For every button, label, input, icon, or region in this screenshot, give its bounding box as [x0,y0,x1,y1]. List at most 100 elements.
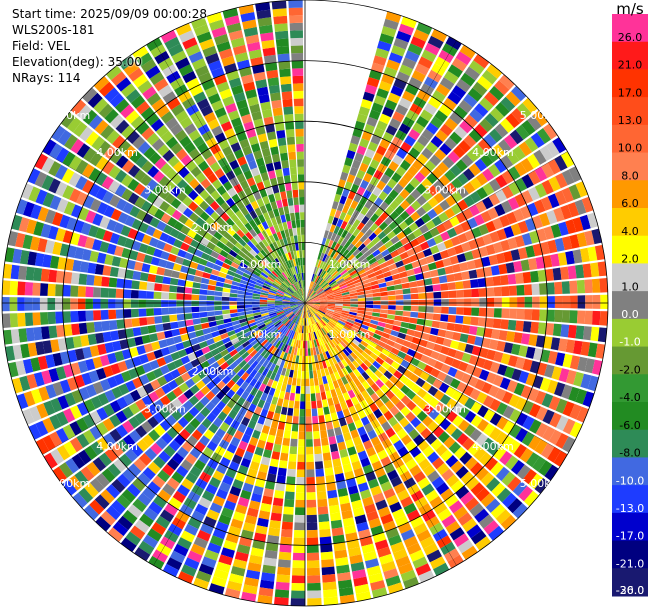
velocity-gate [95,367,107,380]
velocity-gate [76,191,88,206]
velocity-gate [326,265,333,273]
velocity-gate [230,337,240,345]
velocity-gate [554,382,566,397]
velocity-gate [261,287,270,292]
velocity-gate [250,547,264,557]
velocity-gate [275,295,283,299]
velocity-gate [502,405,515,419]
velocity-gate [474,158,488,172]
velocity-gate [366,377,375,387]
velocity-gate [299,297,305,303]
velocity-gate [580,341,591,356]
velocity-gate [114,373,125,386]
velocity-gate [474,214,485,226]
velocity-gate [253,150,263,160]
velocity-gate [229,361,239,370]
velocity-gate [317,310,325,316]
velocity-gate [555,173,568,189]
velocity-gate [388,189,399,200]
velocity-gate [354,120,366,131]
velocity-gate [263,351,271,359]
velocity-gate [278,390,286,400]
velocity-gate [290,598,305,607]
range-ring-label: 3.00km [144,403,186,416]
velocity-gate [214,305,222,311]
velocity-gate [318,329,323,338]
velocity-gate [484,113,499,128]
velocity-gate [267,300,275,303]
velocity-gate [467,87,483,102]
velocity-gate [502,420,515,434]
velocity-gate [279,315,287,321]
velocity-gate [309,370,314,379]
velocity-gate [298,189,305,198]
velocity-gate [510,460,525,475]
velocity-gate [215,340,224,348]
velocity-gate [254,478,266,488]
velocity-gate [301,310,304,318]
velocity-gate [166,97,181,110]
velocity-gate [293,545,305,553]
velocity-gate [488,128,503,143]
velocity-gate [301,288,304,296]
velocity-gate [266,534,280,544]
velocity-gate [241,433,251,444]
velocity-gate [335,557,349,567]
velocity-gate [290,259,295,268]
velocity-gate [334,310,342,314]
velocity-gate [172,422,184,434]
velocity-gate [324,255,330,263]
velocity-gate [437,161,449,174]
velocity-gate [95,227,106,240]
velocity-gate [550,337,561,351]
velocity-gate [438,103,453,117]
velocity-gate [313,284,319,291]
velocity-gate [301,318,304,326]
velocity-gate [256,181,265,191]
velocity-gate [278,288,286,293]
velocity-gate [290,212,296,221]
velocity-gate [303,287,305,296]
velocity-gate [300,401,305,410]
velocity-gate [367,478,380,489]
velocity-gate [259,140,269,150]
velocity-gate [434,413,446,426]
velocity-gate [318,293,327,298]
velocity-gate [308,332,312,341]
velocity-gate [42,139,57,156]
velocity-gate [266,353,274,362]
velocity-gate [293,197,299,206]
velocity-gate [226,493,239,504]
velocity-gate [182,207,194,218]
velocity-gate [164,180,176,193]
velocity-gate [495,102,510,117]
velocity-gate [277,137,287,147]
velocity-gate [57,395,70,410]
velocity-gate [286,312,294,318]
velocity-gate [434,56,450,70]
velocity-gate [28,423,42,440]
velocity-gate [137,141,151,155]
velocity-gate [219,249,229,258]
velocity-gate [317,260,322,268]
velocity-gate [290,305,298,309]
velocity-gate [82,414,96,428]
velocity-gate [232,352,241,361]
velocity-gate [187,368,198,378]
velocity-gate [365,368,374,377]
velocity-gate [508,394,520,408]
velocity-gate [335,335,342,343]
velocity-gate [281,317,289,324]
velocity-gate [276,574,290,583]
velocity-gate [539,212,551,227]
velocity-gate [300,288,304,296]
velocity-gate [476,419,489,432]
velocity-gate [152,475,166,489]
velocity-gate [351,499,363,510]
velocity-gate [443,436,456,449]
velocity-gate [341,188,350,198]
velocity-gate [289,303,298,305]
velocity-gate [325,290,334,295]
colorbar-tick-label: -10.0 [616,474,644,487]
velocity-gate [395,310,404,316]
